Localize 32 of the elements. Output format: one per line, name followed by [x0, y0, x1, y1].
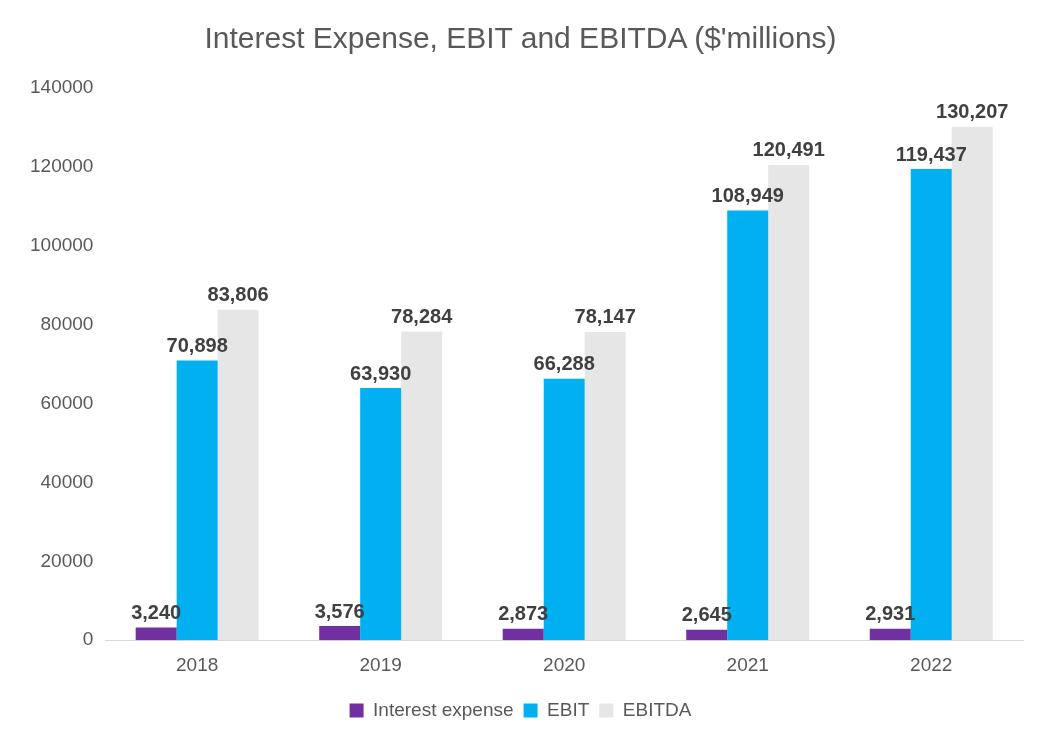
bar — [502, 628, 544, 641]
y-tick-label: 20000 — [40, 549, 94, 571]
x-tick-label: 2019 — [359, 653, 402, 675]
y-tick-label: 60000 — [40, 391, 94, 413]
legend-label: EBITDA — [622, 698, 692, 720]
data-label: 130,207 — [936, 100, 1009, 123]
data-label: 78,147 — [574, 305, 636, 328]
legend-label: EBIT — [547, 698, 590, 720]
y-tick-label: 0 — [82, 628, 94, 650]
y-tick-label: 140000 — [30, 76, 94, 98]
y-tick-label: 100000 — [30, 234, 94, 256]
data-label: 63,930 — [350, 361, 412, 384]
x-tick-label: 2022 — [910, 653, 953, 675]
y-tick-label: 120000 — [30, 155, 94, 177]
data-label: 120,491 — [752, 138, 825, 161]
legend-label: Interest expense — [373, 698, 514, 720]
data-label: 78,284 — [391, 304, 454, 327]
x-tick-label: 2021 — [726, 653, 769, 675]
data-label: 119,437 — [895, 142, 967, 165]
data-label: 70,898 — [166, 334, 228, 357]
bar — [135, 627, 177, 641]
y-tick-label: 40000 — [40, 470, 94, 492]
y-tick-label: 80000 — [40, 312, 94, 334]
bar — [869, 628, 911, 641]
x-tick-label: 2018 — [176, 653, 219, 675]
bar — [319, 626, 361, 641]
data-label: 83,806 — [207, 283, 269, 306]
x-tick-label: 2020 — [543, 653, 586, 675]
data-label: 66,288 — [533, 352, 595, 375]
data-label: 108,949 — [711, 183, 784, 206]
chart-title: Interest Expense, EBIT and EBITDA ($'millions) — [204, 21, 837, 55]
bar — [686, 629, 728, 641]
